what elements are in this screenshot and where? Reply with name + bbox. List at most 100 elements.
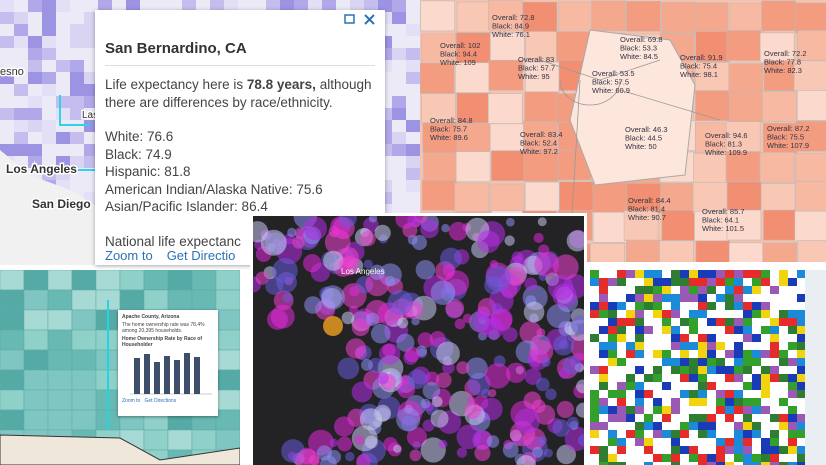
- county: [793, 60, 826, 92]
- tract: [734, 398, 743, 406]
- region: [14, 144, 28, 156]
- density-dot: [337, 436, 353, 452]
- region: [28, 144, 42, 156]
- tract: [761, 406, 770, 414]
- density-dot: [384, 275, 396, 287]
- county-label: White: 107.9: [767, 141, 809, 150]
- tract: [734, 406, 743, 414]
- region: [42, 24, 56, 36]
- maximize-icon[interactable]: [344, 14, 355, 24]
- county: [729, 91, 764, 123]
- county: [762, 122, 798, 154]
- tract: [671, 326, 680, 334]
- county: [47, 309, 73, 331]
- tract: [716, 390, 725, 398]
- popup-footer: National life expectanc: [105, 233, 241, 249]
- density-dot: [431, 396, 443, 408]
- tract: [599, 414, 608, 422]
- tract: [752, 438, 761, 446]
- tract: [626, 310, 635, 318]
- region: [406, 48, 420, 60]
- tract: [770, 446, 779, 454]
- county: [23, 309, 49, 331]
- intro-text: although there are differences by race/e…: [105, 77, 372, 110]
- region: [70, 108, 84, 120]
- tract: [734, 430, 743, 438]
- county: [489, 123, 525, 155]
- tract: [743, 414, 752, 422]
- zoom-link[interactable]: Zoom to: [122, 398, 141, 404]
- county: [23, 349, 49, 371]
- close-icon[interactable]: [364, 14, 375, 25]
- tract: [725, 438, 734, 446]
- mini-popup: Apache County, Arizona The home ownershi…: [118, 310, 218, 416]
- tract: [797, 446, 806, 454]
- region: [84, 96, 98, 108]
- density-dot: [534, 252, 560, 277]
- tract: [617, 390, 626, 398]
- tract: [689, 398, 698, 406]
- county: [762, 91, 797, 122]
- tract: [680, 390, 689, 398]
- tract: [761, 334, 770, 342]
- tract: [761, 414, 770, 422]
- density-dot: [407, 369, 427, 390]
- tract: [599, 406, 608, 414]
- county-label: White: 90.7: [628, 213, 666, 222]
- tract: [671, 270, 680, 278]
- county-label: Black: 75.7: [430, 125, 467, 134]
- tract: [689, 326, 698, 334]
- directions-link[interactable]: Get Directio: [166, 248, 236, 263]
- tract: [689, 278, 698, 286]
- tract: [662, 366, 671, 374]
- tract: [734, 366, 743, 374]
- tract: [797, 278, 806, 286]
- tract: [725, 398, 734, 406]
- tract: [734, 294, 743, 302]
- density-dot: [532, 446, 544, 458]
- county: [524, 91, 559, 123]
- tract: [743, 446, 752, 454]
- tract: [680, 446, 689, 454]
- tract: [698, 398, 707, 406]
- tract: [635, 342, 644, 350]
- county: [454, 62, 490, 94]
- tract: [752, 398, 761, 406]
- density-dot: [359, 408, 383, 431]
- tract: [644, 270, 653, 278]
- density-dot: [477, 230, 500, 253]
- tract: [725, 278, 734, 286]
- tract: [698, 430, 707, 438]
- tract: [698, 358, 707, 366]
- tract: [599, 374, 608, 382]
- region: [84, 144, 98, 156]
- region: [28, 36, 42, 48]
- tract: [653, 278, 662, 286]
- place-label: Los Angeles: [6, 162, 77, 176]
- county-label: Overall: 72.8: [492, 13, 535, 22]
- tract: [671, 334, 680, 342]
- county: [47, 349, 73, 371]
- tract: [653, 462, 662, 465]
- county: [119, 270, 145, 291]
- density-dot: [456, 447, 468, 458]
- county: [455, 151, 491, 182]
- tract: [617, 446, 626, 454]
- tract: [779, 270, 788, 278]
- tract: [797, 294, 806, 302]
- density-dot: [337, 357, 360, 380]
- region: [0, 0, 14, 12]
- directions-link[interactable]: Get Directions: [144, 398, 177, 404]
- region: [14, 108, 28, 120]
- density-dot: [514, 408, 540, 434]
- tract: [644, 462, 653, 465]
- zoom-link[interactable]: Zoom to: [105, 248, 153, 263]
- region: [406, 144, 420, 156]
- county-label: White: 109.9: [705, 148, 747, 157]
- county-label: Black: 44.5: [625, 134, 662, 143]
- county: [489, 183, 525, 215]
- density-dot: [523, 391, 542, 410]
- tract: [671, 406, 680, 414]
- county: [491, 150, 526, 182]
- region: [84, 156, 98, 168]
